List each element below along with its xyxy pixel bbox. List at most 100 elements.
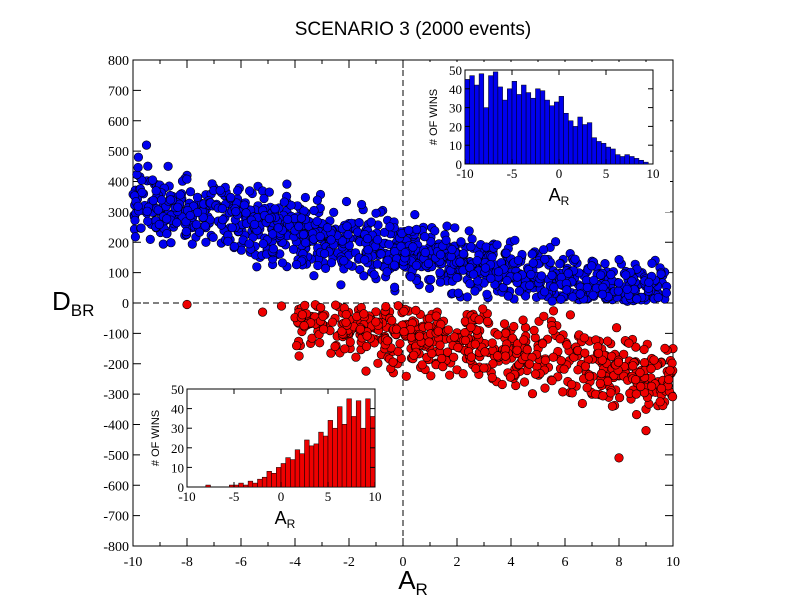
inset-blue-bar [605,146,611,165]
inset-blue-bars [464,71,649,165]
blue-point [148,195,158,205]
red-point [449,352,459,362]
inset-blue-bar [549,105,555,165]
blue-point [162,229,172,239]
red-point [631,342,641,352]
inset-blue-bar [554,101,560,165]
inset-red-bar [205,484,211,488]
chart-title: SCENARIO 3 (2000 events) [295,19,532,40]
red-point [524,359,535,369]
inset-blue-bar [525,92,532,165]
red-point [327,317,338,327]
red-point [445,370,455,380]
scatter-points [128,140,678,463]
blue-point [291,260,302,270]
blue-point [244,239,254,249]
red-point [318,311,328,321]
x-tick-label: 10 [666,555,680,570]
inset-red-bar [243,484,249,488]
blue-point [166,238,176,248]
blue-point [423,258,434,269]
blue-point [520,291,531,301]
blue-point [231,207,241,217]
inset-blue-bar [539,90,546,165]
blue-point [442,221,452,231]
blue-point [503,291,513,301]
blue-point [549,282,559,292]
red-point [548,306,559,316]
inset-blue-bar [615,154,621,165]
inset-red-bar [280,463,286,488]
blue-point [268,244,279,254]
red-point [399,327,409,337]
blue-point [456,237,466,247]
x-tick-label: -10 [124,555,143,570]
inset-blue-bar [577,116,583,165]
inset-red-bar [247,480,254,488]
red-point [424,321,434,332]
blue-point [390,282,400,292]
red-point [497,379,507,390]
blue-point [130,232,140,242]
red-point [547,376,557,386]
blue-point [250,219,260,230]
blue-point [158,239,168,249]
blue-point [596,270,606,280]
inset-red-bar [271,473,277,488]
red-point [315,338,325,348]
blue-point [309,271,319,281]
blue-point [153,205,163,215]
inset-red-x-tick-label: -10 [178,489,195,504]
blue-point [339,256,349,266]
blue-point [447,244,457,255]
red-point [518,315,528,325]
red-point [540,383,550,393]
red-point [614,393,625,403]
blue-point [425,283,435,294]
red-point [326,348,336,358]
inset-blue-bar [591,137,597,165]
inset-blue-y-tick-label: 10 [449,138,462,153]
red-point [613,357,624,367]
blue-point [321,263,331,274]
blue-point [486,273,496,283]
red-point [660,343,670,354]
blue-point [492,240,502,250]
red-point [639,358,650,368]
blue-point [430,226,440,236]
red-point [639,344,649,355]
blue-point [337,236,348,246]
red-point [519,377,530,387]
red-point [401,371,411,381]
red-point [480,347,490,357]
red-point [579,333,589,343]
inset-blue-bar [469,75,475,165]
blue-point [379,227,390,237]
blue-point [420,232,430,242]
red-point [437,353,447,364]
y-tick-label: 600 [108,115,129,130]
blue-point [130,215,140,225]
blue-point [268,229,278,239]
red-point [505,372,516,382]
red-point [362,331,372,341]
blue-point [136,223,146,233]
inset-red-bar [313,443,319,488]
blue-point [233,186,243,196]
blue-point [550,237,561,247]
blue-point [309,205,319,216]
blue-point [143,161,153,171]
red-point [395,339,405,349]
inset-blue-bar [530,97,536,165]
x-tick-label: -6 [235,555,247,570]
blue-point [468,269,479,279]
blue-point [283,214,293,224]
red-point [656,383,667,394]
blue-point [359,271,369,281]
blue-point [154,219,164,230]
inset-blue-bar [502,99,508,165]
blue-point [613,286,623,296]
blue-point [201,237,211,247]
inset-red-bar [238,482,244,488]
blue-point [336,280,346,290]
